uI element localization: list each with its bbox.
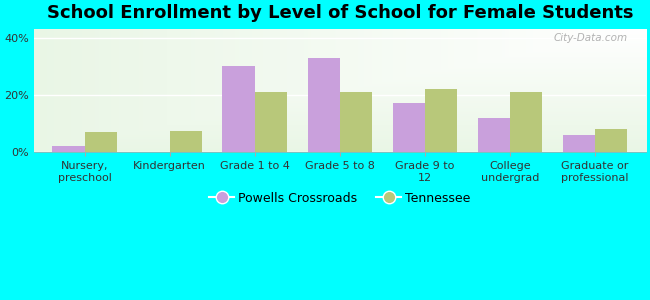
Legend: Powells Crossroads, Tennessee: Powells Crossroads, Tennessee [205, 187, 475, 209]
Title: School Enrollment by Level of School for Female Students: School Enrollment by Level of School for… [47, 4, 633, 22]
Bar [425, 89, 457, 152]
Bar [170, 130, 202, 152]
Bar [478, 118, 510, 152]
Bar [510, 92, 542, 152]
Bar [222, 66, 255, 152]
Bar [307, 58, 340, 152]
Bar [393, 103, 425, 152]
Bar [84, 132, 117, 152]
Bar [255, 92, 287, 152]
Bar [340, 92, 372, 152]
Text: City-Data.com: City-Data.com [553, 33, 627, 43]
Bar [595, 129, 627, 152]
Bar [53, 146, 84, 152]
Bar [562, 135, 595, 152]
